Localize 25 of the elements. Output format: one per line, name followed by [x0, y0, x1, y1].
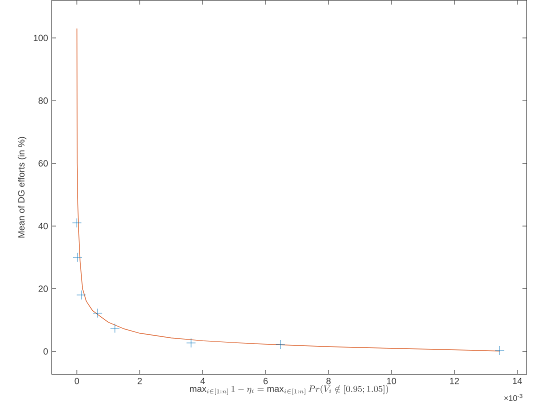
point [72, 252, 82, 262]
x-tick-label: 10 [387, 378, 396, 384]
y-tick-label: 80 [38, 97, 48, 104]
x-tick-label: 14 [512, 378, 522, 384]
text: ×10$^{-3}$ [504, 394, 522, 401]
point [494, 346, 504, 356]
point [276, 340, 286, 350]
x-tick-label: 0 [74, 378, 80, 384]
y-tick-label: 20 [38, 285, 48, 292]
y-tick-label: 0 [44, 348, 48, 354]
y-tick-label: 60 [38, 160, 48, 166]
point [186, 338, 196, 348]
y-tick-label: 100 [34, 34, 48, 41]
x-tick-label: 4 [200, 378, 205, 384]
x-tick-label: 8 [326, 378, 331, 384]
point [76, 290, 86, 300]
point [92, 308, 102, 318]
x-axis-title: $\max_{i\in[1:n]} 1-\eta_i = \max_{i\in[1:n]} Pr(V_i \notin [0.95;1.05])$ [190, 384, 388, 395]
x-tick-label: 6 [264, 378, 268, 384]
x-tick-label: 2 [138, 378, 142, 384]
y-tick-label: 40 [38, 222, 48, 230]
y-axis-title: Mean of DG efforts (in %) [18, 136, 26, 238]
point [72, 218, 82, 228]
point [110, 323, 120, 333]
x-tick-label: 12 [450, 378, 459, 384]
